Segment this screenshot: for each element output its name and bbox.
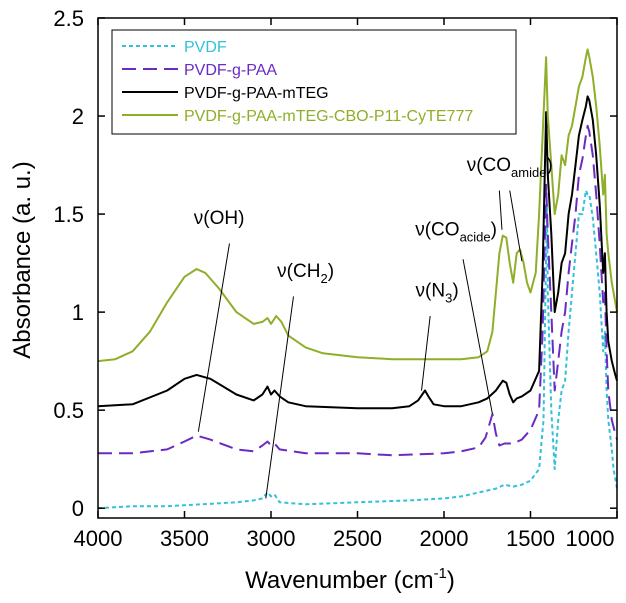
legend-box xyxy=(111,29,517,135)
annotation-oh: ν(OH) xyxy=(194,208,245,229)
series-line-1 xyxy=(98,124,618,457)
x-tick-label: 2000 xyxy=(420,526,469,551)
y-tick-label: 2.5 xyxy=(53,6,84,31)
y-tick-label: 0 xyxy=(72,496,84,521)
annotation-line-oh xyxy=(197,243,230,432)
x-tick-label: 1500 xyxy=(506,526,555,551)
x-tick-label: 3500 xyxy=(160,526,209,551)
legend-label-2: PVDF-g-PAA-mTEG xyxy=(184,85,329,102)
x-tick-label: 4000 xyxy=(74,526,123,551)
annotation-line-coamide xyxy=(498,190,503,230)
annotation-line-ch2 xyxy=(265,296,294,499)
y-axis-title: Absorbance (a. u.) xyxy=(9,161,36,358)
annotations-group: ν(OH) ν(CH2) ν(N3) ν(COacide) ν(COamide) xyxy=(194,155,553,499)
legend-label-0: PVDF xyxy=(184,39,227,56)
annotation-coacide: ν(COacide) xyxy=(415,220,497,245)
annotation-coamide: ν(COamide) xyxy=(467,155,553,180)
y-tick-label: 1.5 xyxy=(53,202,84,227)
x-axis-title-end: ) xyxy=(447,567,455,594)
annotation-line-coamide-2 xyxy=(509,190,523,262)
x-axis-title: Wavenumber (cm-1) xyxy=(245,565,455,594)
x-axis-title-main: Wavenumber (cm xyxy=(245,567,433,594)
x-tick-label: 3000 xyxy=(247,526,296,551)
y-tick-label: 2 xyxy=(72,104,84,129)
annotation-line-n3 xyxy=(421,315,431,391)
annotation-ch2: ν(CH2) xyxy=(277,261,334,286)
x-tick-label: 2500 xyxy=(333,526,382,551)
x-axis-title-sup: -1 xyxy=(434,565,447,582)
legend-label-3: PVDF-g-PAA-mTEG-CBO-P11-CyTE777 xyxy=(184,108,473,125)
axis-ticks-group: 4000 3500 3000 2500 2000 1500 1000 0 0.5 1 1.5 2 2.5 xyxy=(53,6,618,551)
plot-series-group xyxy=(97,48,618,510)
series-line-2 xyxy=(97,95,618,410)
annotation-line-coacide xyxy=(462,259,493,415)
x-tick-label: 1000 xyxy=(566,526,615,551)
legend-label-1: PVDF-g-PAA xyxy=(184,62,277,79)
y-tick-label: 1 xyxy=(72,300,84,325)
legend: PVDF PVDF-g-PAA PVDF-g-PAA-mTEG PVDF-g-PAA-… xyxy=(111,29,517,135)
y-tick-label: 0.5 xyxy=(53,398,84,423)
annotation-n3: ν(N3) xyxy=(416,280,459,305)
series-line-3 xyxy=(97,48,618,363)
series-line-0 xyxy=(97,189,618,510)
